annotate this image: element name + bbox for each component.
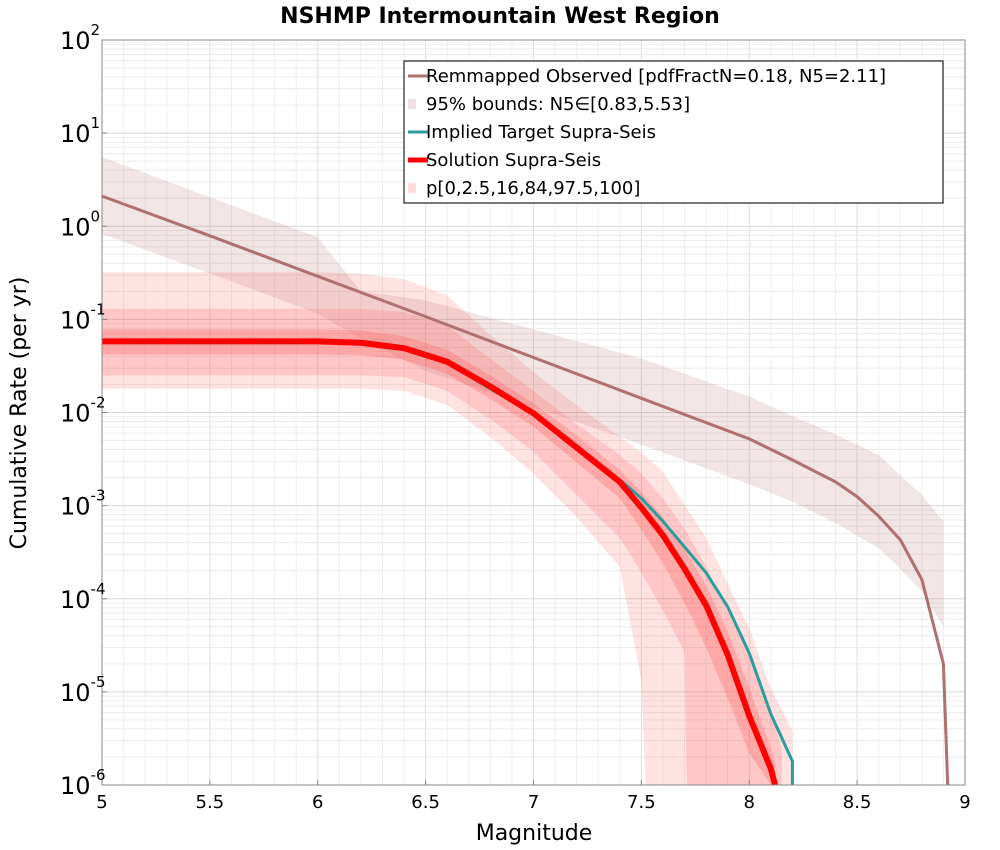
line-solution: [102, 338, 779, 786]
x-tick-label: 7: [528, 792, 539, 813]
grid: [101, 40, 966, 786]
lines: [101, 194, 950, 786]
x-tick-label: 6: [312, 792, 323, 813]
y-tick-label: 102: [60, 21, 100, 55]
chart-title: NSHMP Intermountain West Region: [280, 4, 720, 29]
y-tick-label: 10-3: [60, 487, 106, 521]
y-axis: 10-6 10-5 10-4 10-3 10-2 10-1 100 101 102: [60, 21, 107, 800]
y-tick-label: 10-2: [60, 394, 106, 428]
legend-swatch: [408, 99, 416, 109]
legend-entry: p[0,2.5,16,84,97.5,100]: [426, 178, 640, 199]
y-tick-label: 10-6: [60, 766, 106, 800]
legend-entry: Remmapped Observed [pdfFractN=0.18, N5=2…: [426, 66, 886, 87]
line-remapped-observed: [101, 194, 950, 786]
x-tick-label: 5: [96, 792, 107, 813]
legend-entry: Solution Supra-Seis: [426, 150, 601, 171]
legend-swatch: [408, 183, 416, 193]
y-tick-label: 10-5: [60, 673, 106, 707]
x-tick-label: 8: [744, 792, 755, 813]
legend-entry: Implied Target Supra-Seis: [426, 122, 656, 143]
y-tick-label: 10-4: [60, 580, 106, 614]
x-axis: 5 5.5 6 6.5 7 7.5 8 8.5 9: [96, 780, 971, 813]
y-axis-label: Cumulative Rate (per yr): [7, 277, 32, 550]
x-tick-label: 8.5: [843, 792, 872, 813]
x-tick-label: 7.5: [627, 792, 656, 813]
x-tick-label: 5.5: [196, 792, 225, 813]
x-tick-label: 6.5: [411, 792, 440, 813]
y-tick-label: 101: [60, 114, 100, 148]
legend-box: [403, 60, 944, 204]
legend-entry: 95% bounds: N5∈[0.83,5.53]: [426, 94, 690, 115]
legend: Remmapped Observed [pdfFractN=0.18, N5=2…: [403, 60, 944, 204]
y-tick-label: 100: [60, 207, 100, 241]
x-tick-label: 9: [959, 792, 970, 813]
band-p2.5-97.5: [102, 308, 782, 785]
y-tick-label: 10-1: [60, 300, 106, 334]
x-axis-label: Magnitude: [476, 821, 593, 846]
